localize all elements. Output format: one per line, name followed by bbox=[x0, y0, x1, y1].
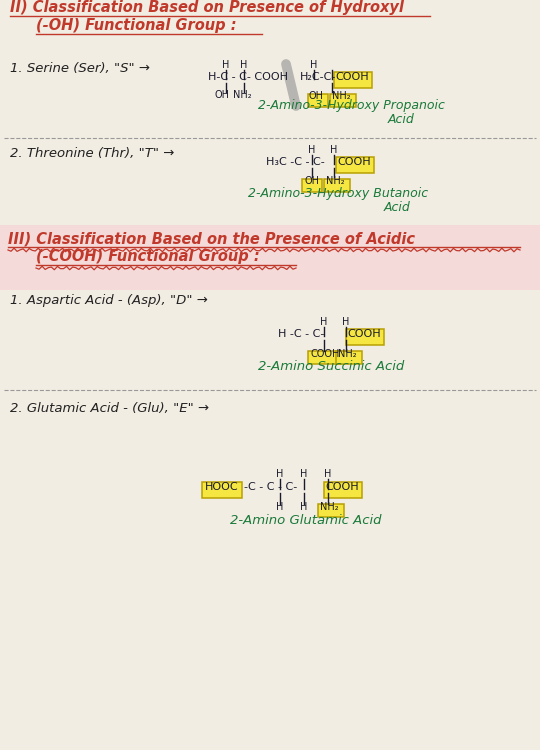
Text: H₂C-C-: H₂C-C- bbox=[300, 72, 336, 82]
Text: (-OH) Functional Group :: (-OH) Functional Group : bbox=[36, 18, 237, 33]
Text: H: H bbox=[308, 145, 316, 155]
Text: H: H bbox=[325, 469, 332, 479]
Text: II) Classification Based on Presence of Hydroxyl: II) Classification Based on Presence of … bbox=[10, 0, 404, 15]
Bar bbox=[318, 504, 344, 517]
Text: NH₂: NH₂ bbox=[338, 349, 356, 359]
Text: H: H bbox=[222, 60, 230, 70]
Text: H: H bbox=[330, 145, 338, 155]
Text: NH₂: NH₂ bbox=[233, 90, 251, 100]
Text: 1. Serine (Ser), "S" →: 1. Serine (Ser), "S" → bbox=[10, 62, 150, 75]
Text: COOH: COOH bbox=[337, 157, 370, 167]
Text: COOH: COOH bbox=[335, 72, 369, 82]
Text: Acid: Acid bbox=[388, 113, 415, 126]
Text: 2. Threonine (Thr), "T" →: 2. Threonine (Thr), "T" → bbox=[10, 147, 174, 160]
Text: H -C - C-: H -C - C- bbox=[278, 329, 325, 339]
Text: 2-Amino Glutamic Acid: 2-Amino Glutamic Acid bbox=[230, 514, 381, 527]
Text: H: H bbox=[310, 60, 318, 70]
Bar bbox=[330, 94, 356, 107]
Text: H₃C -C - C-: H₃C -C - C- bbox=[266, 157, 325, 167]
Text: -C - C - C-: -C - C - C- bbox=[244, 482, 297, 492]
Bar bbox=[308, 94, 328, 107]
Text: 2. Glutamic Acid - (Glu), "E" →: 2. Glutamic Acid - (Glu), "E" → bbox=[10, 402, 209, 415]
Text: HOOC: HOOC bbox=[205, 482, 239, 492]
Text: H-C - C- COOH: H-C - C- COOH bbox=[208, 72, 288, 82]
Text: OH: OH bbox=[214, 90, 230, 100]
Text: 1. Aspartic Acid - (Asp), "D" →: 1. Aspartic Acid - (Asp), "D" → bbox=[10, 294, 208, 307]
Bar bbox=[334, 72, 372, 88]
Text: III) Classification Based on the Presence of Acidic: III) Classification Based on the Presenc… bbox=[8, 231, 415, 246]
Text: H: H bbox=[240, 60, 248, 70]
Bar bbox=[336, 351, 362, 364]
Text: COOH: COOH bbox=[310, 349, 340, 359]
Bar bbox=[302, 179, 322, 192]
Text: H: H bbox=[276, 502, 284, 512]
Text: 2-Amino Succinic Acid: 2-Amino Succinic Acid bbox=[258, 360, 404, 373]
Text: H: H bbox=[342, 317, 350, 327]
Bar bbox=[324, 482, 362, 498]
Text: OH: OH bbox=[308, 91, 323, 101]
Text: H: H bbox=[300, 502, 308, 512]
Bar bbox=[202, 482, 242, 498]
Bar bbox=[308, 351, 342, 364]
Text: (-COOH) Functional Group :: (-COOH) Functional Group : bbox=[36, 249, 260, 264]
Text: Acid: Acid bbox=[384, 201, 411, 214]
Text: NH₂: NH₂ bbox=[326, 176, 345, 186]
Text: 2-Amino-3-Hydroxy Propanoic: 2-Amino-3-Hydroxy Propanoic bbox=[258, 99, 445, 112]
Bar bbox=[336, 157, 374, 173]
Bar bbox=[324, 179, 350, 192]
Text: NH₂: NH₂ bbox=[332, 91, 350, 101]
Text: NH₂: NH₂ bbox=[320, 502, 339, 512]
Text: COOH: COOH bbox=[325, 482, 359, 492]
Text: H: H bbox=[276, 469, 284, 479]
Text: H: H bbox=[320, 317, 328, 327]
Text: OH: OH bbox=[305, 176, 320, 186]
Text: 2-Amino-3-Hydroxy Butanoic: 2-Amino-3-Hydroxy Butanoic bbox=[248, 187, 428, 200]
Text: COOH: COOH bbox=[347, 329, 381, 339]
Bar bbox=[0, 225, 540, 290]
Text: H: H bbox=[300, 469, 308, 479]
Bar bbox=[346, 329, 384, 345]
